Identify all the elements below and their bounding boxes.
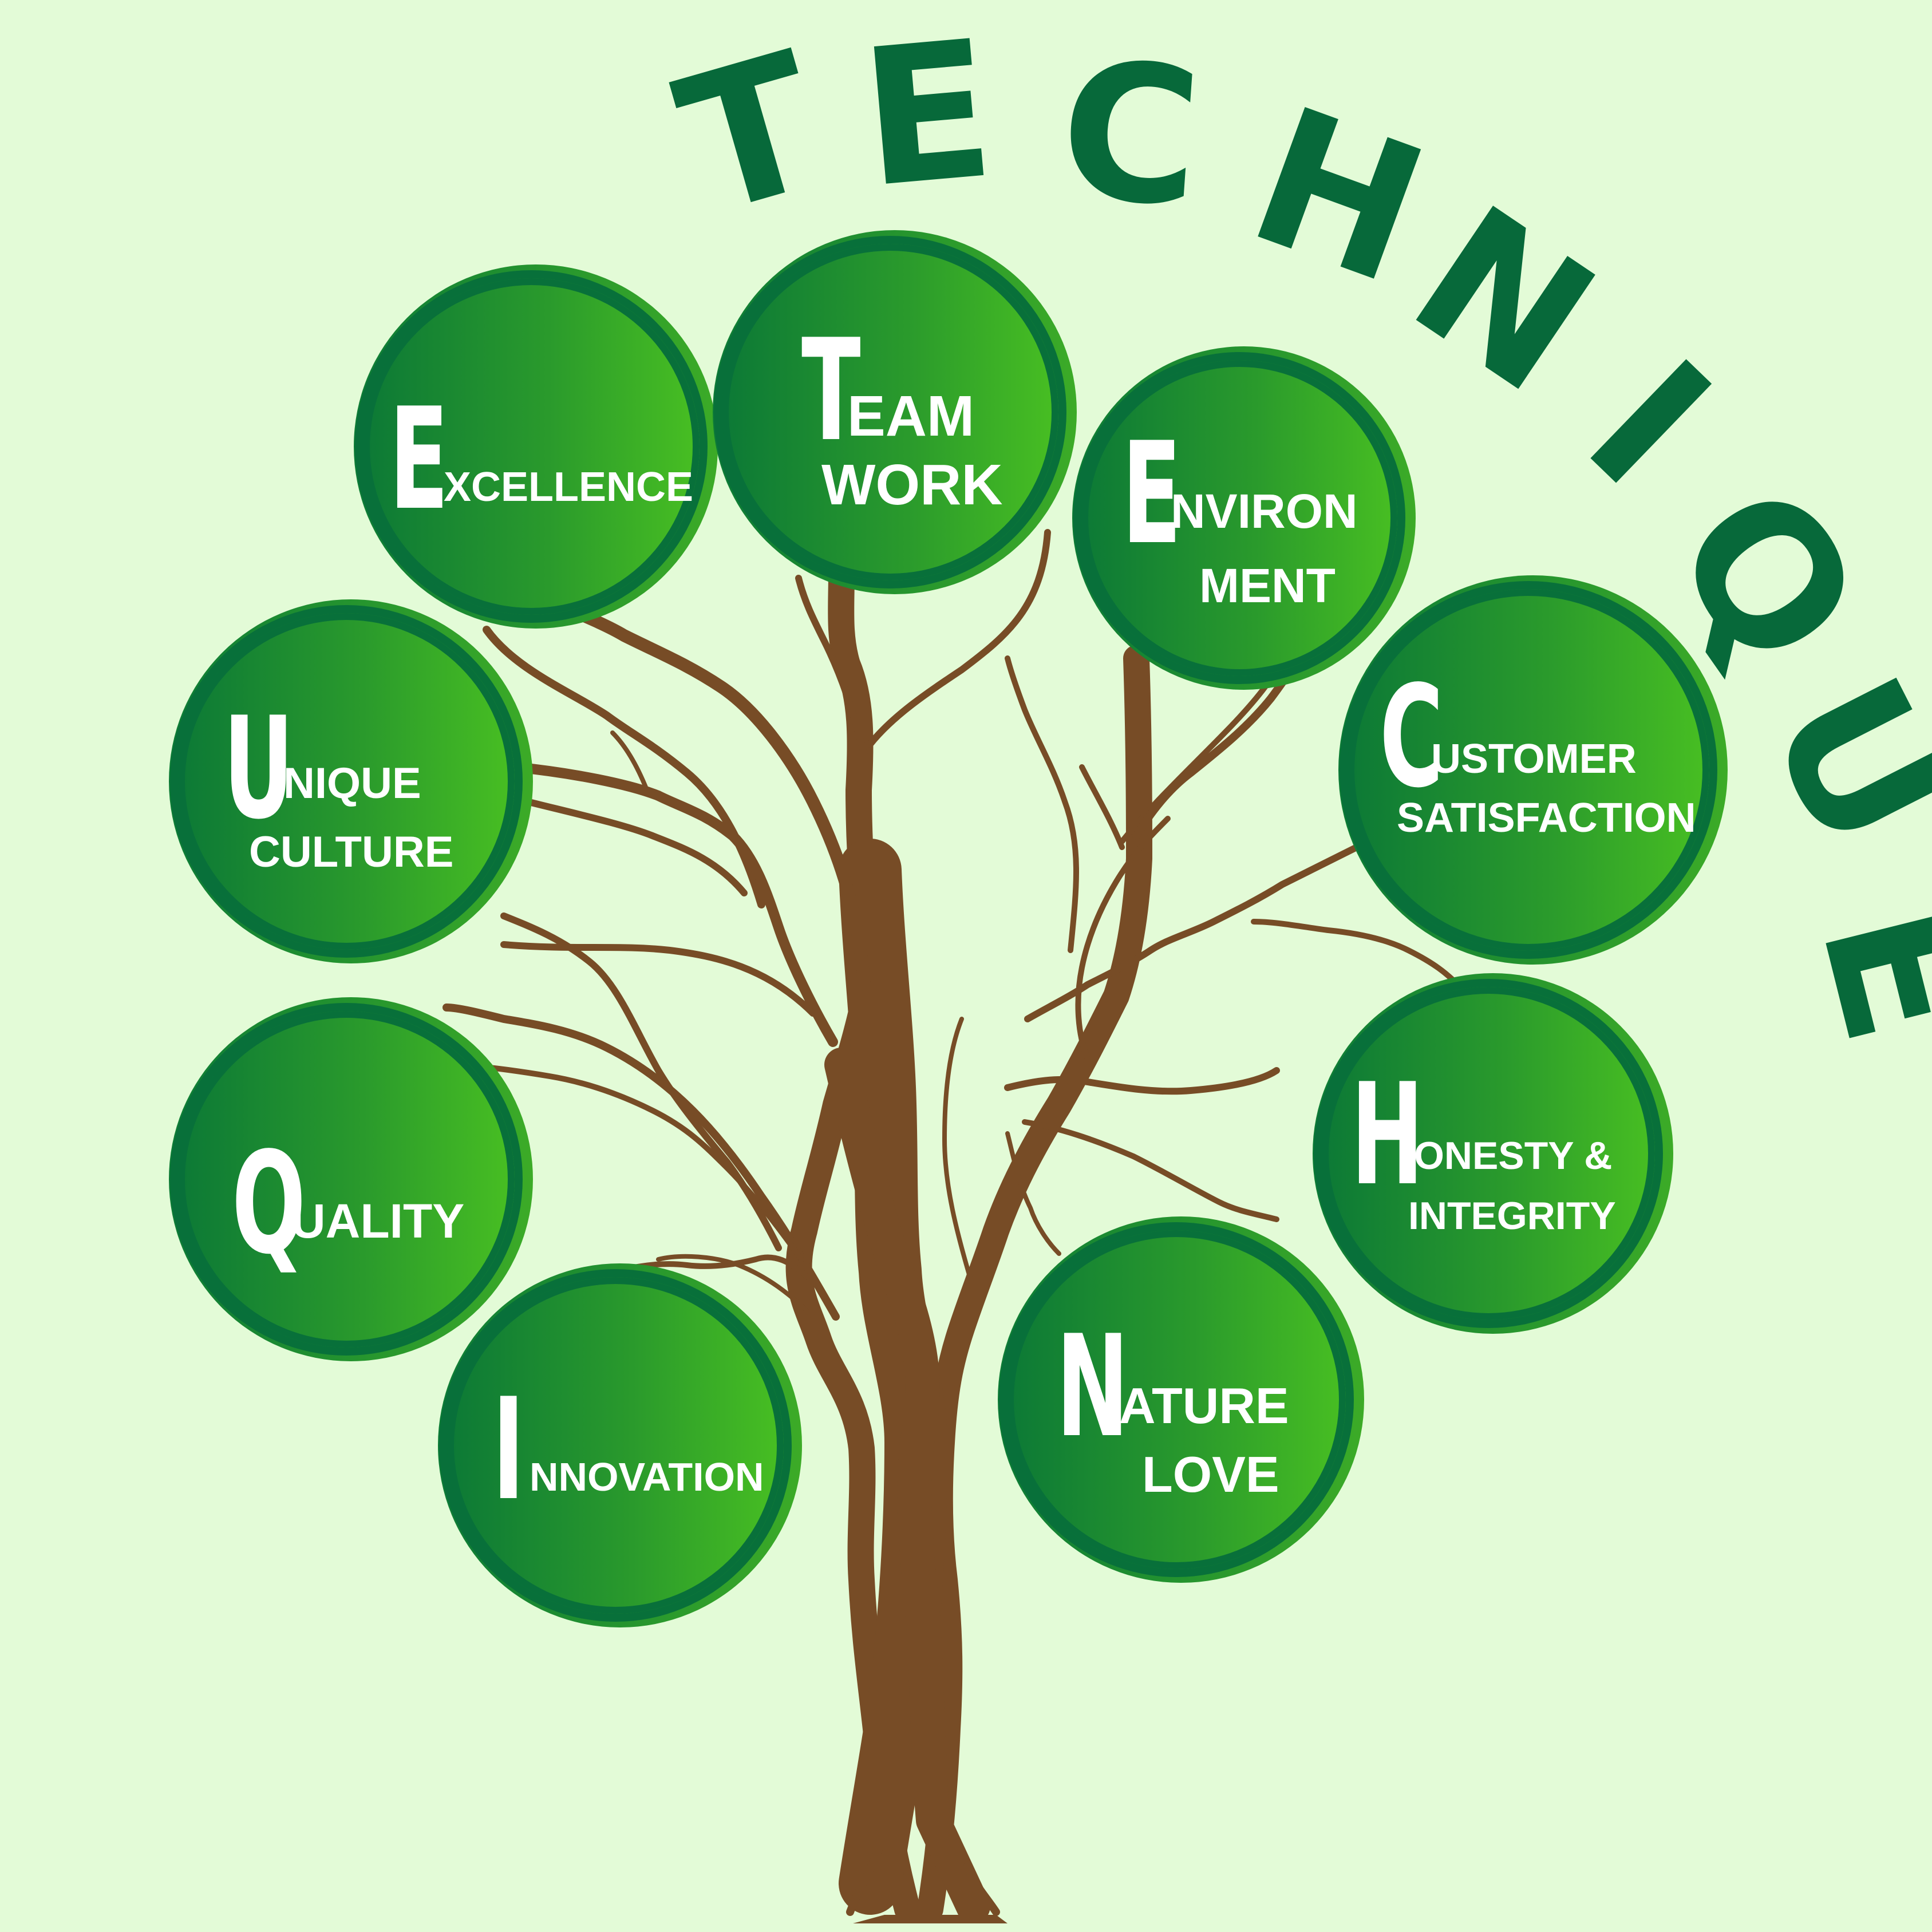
leaf-face-customer-satisfaction [1348,589,1709,951]
initial-quality: Q [232,1122,306,1285]
label-quality-line1: UALITY [291,1194,465,1248]
leaf-face-honesty-integrity [1322,987,1655,1320]
label-environment-line1: NVIRON [1171,484,1358,538]
initial-teamwork: T [801,309,861,472]
label-teamwork-line2: WORK [821,453,1003,517]
leaf-face-innovation [447,1277,784,1614]
label-teamwork-line1: EAM [847,384,975,448]
label-nature-love-line1: ATURE [1119,1377,1289,1434]
label-environment-line2: MENT [1199,559,1336,613]
initial-unique-culture: U [223,687,294,850]
initial-nature-love: N [1056,1305,1129,1468]
label-unique-culture-line1: NIQUE [283,759,421,808]
label-innovation-line1: NNOVATION [530,1455,764,1499]
label-honesty-integrity-line1: ONESTY & [1414,1134,1613,1178]
label-nature-love-line2: LOVE [1142,1446,1279,1503]
leaf-face-teamwork [722,244,1058,580]
initial-customer-satisfaction: C [1380,655,1444,819]
title-letter-2: C [1053,20,1208,249]
initial-innovation: I [492,1368,525,1531]
leaf-face-nature-love [1007,1230,1346,1569]
initial-environment: E [1122,412,1182,575]
label-excellence-line1: XCELLENCE [444,464,694,510]
leaf-face-unique-culture [178,613,515,950]
leaf-face-quality [178,1011,515,1348]
label-unique-culture-line2: CULTURE [249,828,454,876]
label-customer-satisfaction-line2: SATISFACTION [1397,795,1696,841]
title-letter-1: E [853,0,1002,230]
leaf-face-excellence [363,278,700,615]
label-customer-satisfaction-line1: USTOMER [1431,736,1637,782]
initial-excellence: E [389,378,449,541]
label-honesty-integrity-line2: INTEGRITY [1408,1194,1616,1238]
leaf-face-environment [1081,360,1397,676]
initial-honesty-integrity: H [1351,1053,1424,1216]
